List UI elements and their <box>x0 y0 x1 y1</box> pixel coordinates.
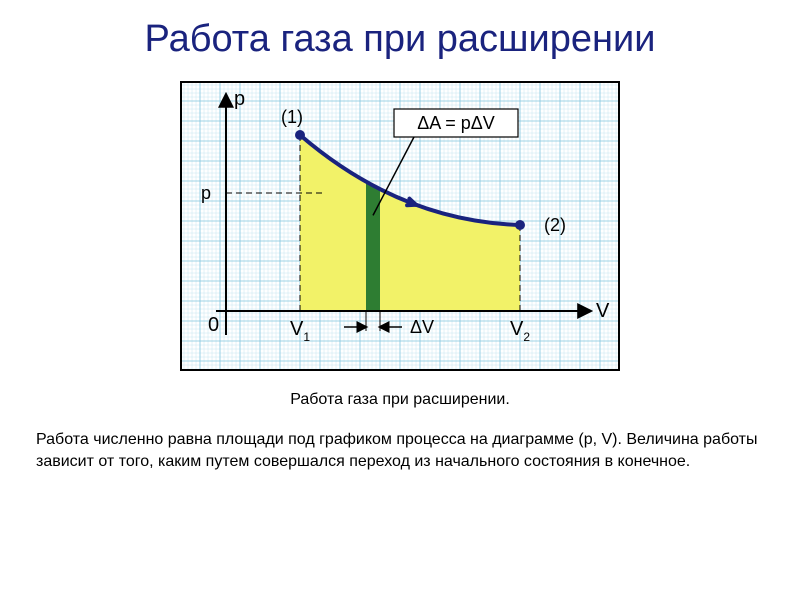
svg-text:p: p <box>234 88 245 110</box>
pv-diagram: ΔA = pΔVpV0p(1)(2)V1V2ΔV <box>180 81 620 371</box>
svg-text:ΔV: ΔV <box>410 317 434 337</box>
body-text: Работа численно равна площади под график… <box>36 429 764 472</box>
svg-text:ΔA = pΔV: ΔA = pΔV <box>417 113 495 133</box>
svg-text:V: V <box>596 300 610 322</box>
chart-caption: Работа газа при расширении. <box>0 391 800 409</box>
svg-text:p: p <box>201 183 211 203</box>
svg-text:(1): (1) <box>281 107 303 127</box>
svg-text:(2): (2) <box>544 215 566 235</box>
svg-text:0: 0 <box>208 314 219 336</box>
page-title: Работа газа при расширении <box>0 0 800 61</box>
chart-svg: ΔA = pΔVpV0p(1)(2)V1V2ΔV <box>180 81 620 371</box>
